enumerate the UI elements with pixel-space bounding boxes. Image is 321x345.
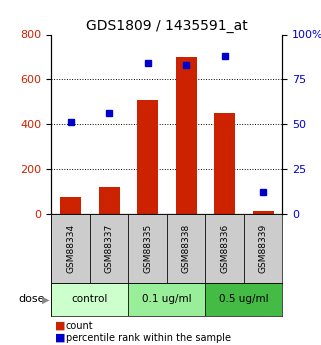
Text: ▶: ▶ [42,294,50,304]
Bar [90,214,128,283]
Bar [137,99,158,214]
Title: GDS1809 / 1435591_at: GDS1809 / 1435591_at [86,19,248,33]
Bar [60,197,81,214]
Bar [214,113,235,214]
Text: GSM88335: GSM88335 [143,224,152,273]
Bar [244,214,282,283]
Bar [51,214,90,283]
Bar [128,214,167,283]
Text: GSM88338: GSM88338 [182,224,191,273]
Text: GSM88334: GSM88334 [66,224,75,273]
Text: ■: ■ [55,333,65,343]
Text: ■: ■ [55,321,65,331]
Text: GSM88336: GSM88336 [220,224,229,273]
Bar [176,57,197,214]
Text: control: control [72,294,108,304]
Bar [167,214,205,283]
Text: GSM88339: GSM88339 [259,224,268,273]
Bar [128,283,205,316]
Bar [99,187,120,214]
Text: 0.1 ug/ml: 0.1 ug/ml [142,294,192,304]
Bar [253,210,274,214]
Bar [205,214,244,283]
Bar [51,283,128,316]
Text: GSM88337: GSM88337 [105,224,114,273]
Text: dose: dose [18,294,45,304]
Text: 0.5 ug/ml: 0.5 ug/ml [219,294,269,304]
Text: count: count [66,321,93,331]
Text: percentile rank within the sample: percentile rank within the sample [66,333,231,343]
Bar [205,283,282,316]
